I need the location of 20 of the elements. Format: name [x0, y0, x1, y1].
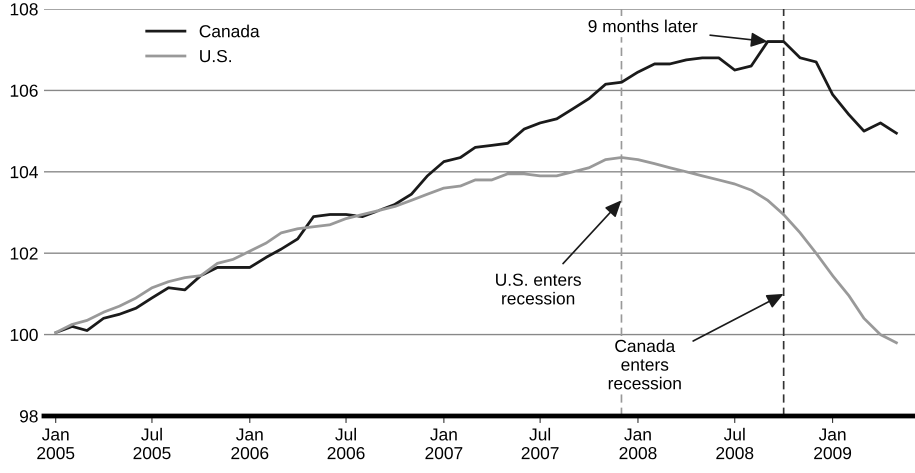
x-tick-label: Jan 2007: [425, 428, 462, 460]
y-tick-label: 98: [20, 410, 38, 422]
x-tick-label: Jul 2005: [134, 428, 171, 460]
legend-label: Canada: [200, 24, 260, 38]
y-tick-label: 100: [10, 328, 38, 342]
x-tick-label: Jan 2008: [620, 428, 657, 460]
x-tick-label: Jul 2006: [328, 428, 365, 460]
annotation: Canada enters recession: [608, 339, 681, 390]
x-tick-label: Jan 2009: [814, 428, 852, 460]
annotation: U.S. enters recession: [496, 274, 581, 305]
annotation: 9 months later: [588, 20, 698, 32]
y-tick-label: 102: [10, 247, 38, 260]
y-tick-label: 104: [10, 166, 38, 178]
y-tick-label: 108: [10, 3, 38, 16]
y-tick-label: 106: [10, 84, 38, 97]
x-tick-label: Jul 2007: [522, 428, 559, 460]
legend-label: U.S.: [200, 50, 231, 62]
x-tick-label: Jul 2008: [716, 428, 754, 460]
x-tick-label: Jan 2006: [231, 428, 268, 460]
x-tick-label: Jan 2005: [37, 428, 74, 460]
